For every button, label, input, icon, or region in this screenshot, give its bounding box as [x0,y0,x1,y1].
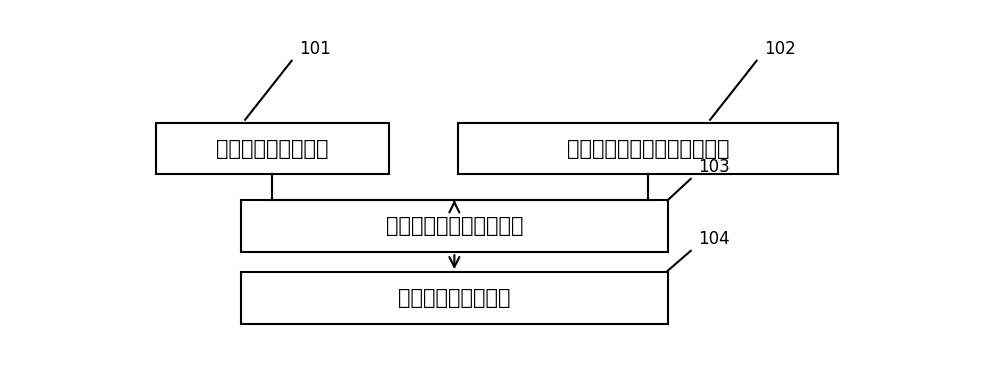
Text: 102: 102 [764,40,796,58]
Bar [241,272,668,324]
Bar [458,123,838,174]
Text: 103: 103 [698,158,730,176]
Bar [241,200,668,252]
Text: 数据记录和存储模块: 数据记录和存储模块 [398,288,511,308]
Text: 104: 104 [698,230,730,248]
Text: 头位自标定和自定位模块: 头位自标定和自定位模块 [386,216,523,236]
Bar [156,123,388,174]
Text: 声源分布空间球心标定的标记: 声源分布空间球心标定的标记 [567,138,729,159]
Text: 101: 101 [299,40,331,58]
Text: 真人头心标定的标记: 真人头心标定的标记 [216,138,328,159]
